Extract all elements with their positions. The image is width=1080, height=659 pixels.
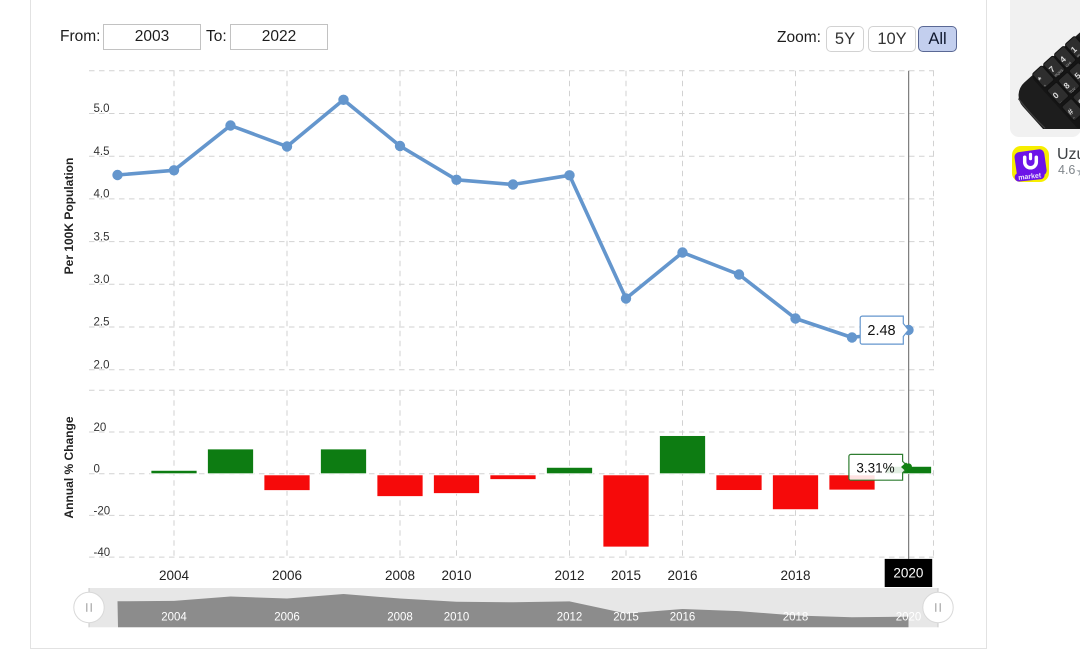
svg-text:Annual % Change: Annual % Change xyxy=(62,416,76,518)
svg-text:GHI: GHI xyxy=(1065,61,1072,68)
svg-text:2.5: 2.5 xyxy=(94,317,110,329)
svg-text:2015: 2015 xyxy=(613,612,639,624)
svg-text:#: # xyxy=(1065,106,1075,117)
svg-text:9: 9 xyxy=(1076,96,1080,107)
svg-text:-20: -20 xyxy=(94,505,111,517)
svg-text:PQRS: PQRS xyxy=(1054,68,1065,78)
svg-text:3.31%: 3.31% xyxy=(856,461,894,476)
svg-text:4.5: 4.5 xyxy=(94,146,110,158)
svg-text:Per 100K Population: Per 100K Population xyxy=(62,158,76,275)
svg-text:*: * xyxy=(1036,74,1046,84)
svg-text:2004: 2004 xyxy=(159,568,190,583)
svg-text:2016: 2016 xyxy=(670,612,696,624)
svg-text:2010: 2010 xyxy=(444,612,470,624)
svg-text:2012: 2012 xyxy=(557,612,583,624)
svg-text:2020: 2020 xyxy=(896,612,922,624)
svg-text:1: 1 xyxy=(1068,44,1078,55)
svg-text:2015: 2015 xyxy=(611,568,641,583)
svg-text:^: ^ xyxy=(1072,116,1076,120)
svg-text:2006: 2006 xyxy=(274,612,300,624)
svg-text:0: 0 xyxy=(1050,90,1060,101)
svg-text:market: market xyxy=(1018,172,1042,181)
svg-text:2018: 2018 xyxy=(783,612,809,624)
svg-text:2004: 2004 xyxy=(161,612,187,624)
svg-text:5: 5 xyxy=(1072,70,1080,81)
svg-text:TUV: TUV xyxy=(1068,86,1076,94)
svg-text:4.0: 4.0 xyxy=(94,189,110,201)
svg-text:+: + xyxy=(1043,83,1047,87)
svg-text:-40: -40 xyxy=(94,547,111,559)
svg-text:5.0: 5.0 xyxy=(94,103,110,115)
svg-text:2006: 2006 xyxy=(272,568,302,583)
svg-text:2012: 2012 xyxy=(554,568,584,583)
svg-text:7: 7 xyxy=(1047,64,1057,75)
svg-text:2018: 2018 xyxy=(780,568,810,583)
svg-text:3.0: 3.0 xyxy=(94,274,110,286)
svg-text:oo: oo xyxy=(1076,53,1080,59)
svg-text:2020: 2020 xyxy=(893,566,923,581)
svg-text:4: 4 xyxy=(1057,54,1067,65)
svg-text:20: 20 xyxy=(94,422,107,434)
svg-text:...: ... xyxy=(1058,99,1063,104)
svg-text:2008: 2008 xyxy=(385,568,415,583)
svg-text:8: 8 xyxy=(1061,80,1071,91)
svg-text:2.48: 2.48 xyxy=(867,323,895,339)
svg-text:2016: 2016 xyxy=(667,568,697,583)
svg-text:3.5: 3.5 xyxy=(94,231,110,243)
svg-text:2010: 2010 xyxy=(441,568,471,583)
svg-text:2.0: 2.0 xyxy=(94,359,110,371)
svg-text:0: 0 xyxy=(94,464,100,476)
svg-text:2008: 2008 xyxy=(387,612,413,624)
